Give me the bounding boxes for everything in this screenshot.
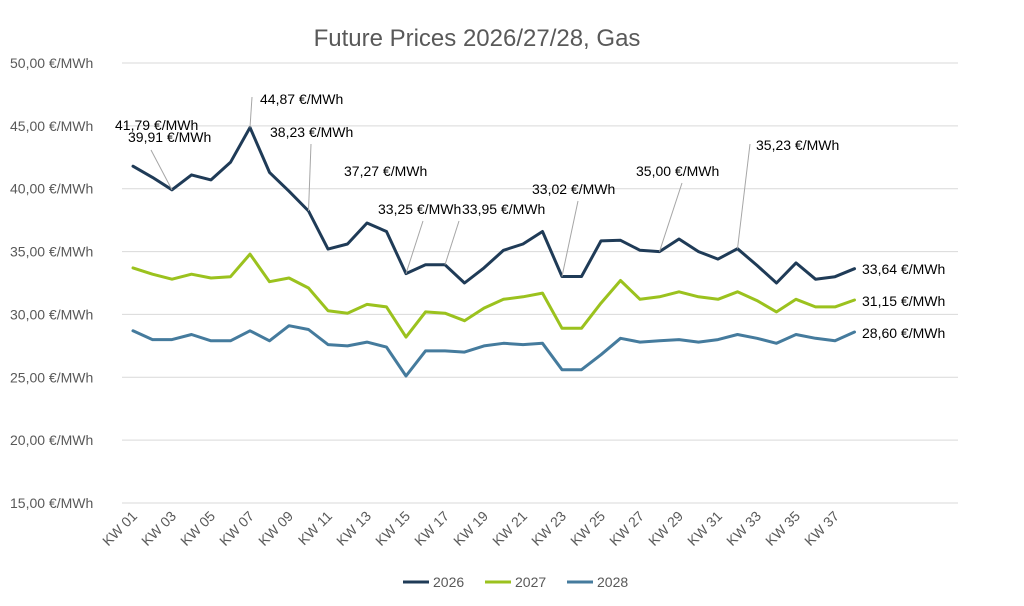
series-lines <box>131 126 856 378</box>
x-tick-label: KW 09 <box>255 508 296 549</box>
x-tick-label: KW 35 <box>762 508 803 549</box>
data-label: 39,91 €/MWh <box>128 129 211 145</box>
y-tick-label: 20,00 €/MWh <box>10 432 93 448</box>
data-label-leader <box>561 200 579 277</box>
x-tick-label: KW 31 <box>684 508 725 549</box>
x-tick-label: KW 07 <box>216 508 257 549</box>
legend-label: 2027 <box>515 574 546 590</box>
data-label: 35,00 €/MWh <box>636 163 719 179</box>
data-label-leader <box>405 220 424 274</box>
data-label: 44,87 €/MWh <box>260 91 343 107</box>
chart-title: Future Prices 2026/27/28, Gas <box>314 25 641 52</box>
data-label-leader <box>444 220 460 265</box>
y-tick-label: 50,00 €/MWh <box>10 55 93 71</box>
x-tick-label: KW 01 <box>99 508 140 549</box>
data-label: 31,15 €/MWh <box>862 293 945 309</box>
data-label: 33,95 €/MWh <box>462 201 545 217</box>
x-tick-label: KW 29 <box>645 508 686 549</box>
series-line-2028 <box>131 324 856 378</box>
x-tick-label: KW 13 <box>333 508 374 549</box>
data-label-leader <box>308 143 312 211</box>
x-tick-label: KW 17 <box>411 508 452 549</box>
data-label: 38,23 €/MWh <box>270 124 353 140</box>
legend: 2026 2027 2028 <box>403 574 628 590</box>
y-axis-tick-labels: 15,00 €/MWh 20,00 €/MWh 25,00 €/MWh 30,00 €… <box>10 55 93 511</box>
series-line-2027 <box>131 252 856 339</box>
data-label-leader <box>249 96 253 128</box>
data-label: 33,02 €/MWh <box>532 181 615 197</box>
x-tick-label: KW 11 <box>295 508 335 548</box>
data-label: 35,23 €/MWh <box>756 137 839 153</box>
x-tick-label: KW 23 <box>528 508 569 549</box>
data-label-leader <box>150 149 173 191</box>
series-line-2026 <box>131 126 856 285</box>
data-label: 41,79 €/MWh <box>115 117 198 133</box>
y-tick-label: 30,00 €/MWh <box>10 306 93 322</box>
x-tick-label: KW 19 <box>450 508 491 549</box>
y-tick-label: 15,00 €/MWh <box>10 495 93 511</box>
x-tick-label: KW 05 <box>177 508 218 549</box>
gridlines <box>122 62 958 504</box>
x-tick-label: KW 37 <box>801 508 842 549</box>
y-tick-label: 45,00 €/MWh <box>10 118 93 134</box>
data-label: 33,64 €/MWh <box>862 261 945 277</box>
data-label-leader <box>659 182 683 252</box>
x-tick-label: KW 27 <box>606 508 647 549</box>
x-tick-label: KW 33 <box>723 508 764 549</box>
x-tick-label: KW 21 <box>489 508 530 549</box>
x-tick-label: KW 25 <box>567 508 608 549</box>
x-tick-label: KW 15 <box>372 508 413 549</box>
data-label-leader <box>737 143 751 249</box>
y-tick-label: 25,00 €/MWh <box>10 369 93 385</box>
legend-label: 2028 <box>597 574 628 590</box>
data-label: 37,27 €/MWh <box>344 163 427 179</box>
legend-label: 2026 <box>433 574 464 590</box>
data-label: 33,25 €/MWh <box>378 201 461 217</box>
data-label: 28,60 €/MWh <box>862 325 945 341</box>
y-tick-label: 35,00 €/MWh <box>10 244 93 260</box>
x-tick-label: KW 03 <box>138 508 179 549</box>
y-tick-label: 40,00 €/MWh <box>10 181 93 197</box>
